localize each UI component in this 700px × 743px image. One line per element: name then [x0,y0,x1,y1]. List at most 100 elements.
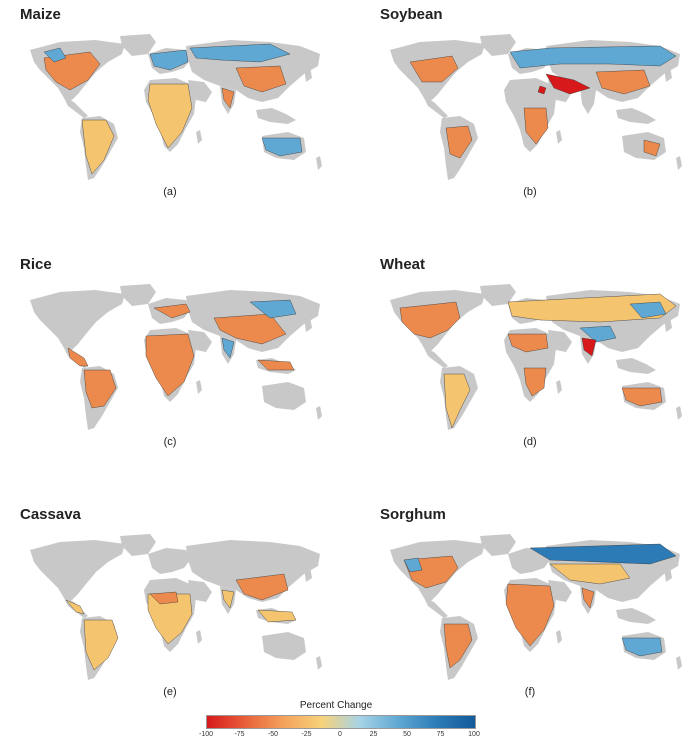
world-map [390,34,682,180]
land-mass [580,86,596,114]
land-mass [556,630,562,644]
crop-yield-change-region [523,367,547,397]
crop-yield-change-region [581,587,595,609]
land-mass [262,382,306,410]
crop-yield-change-region [257,359,295,371]
land-mass [148,548,190,574]
land-mass [262,632,306,660]
land-mass [30,290,125,352]
crop-yield-change-region [529,543,677,565]
crop-yield-change-region [579,325,617,343]
crop-yield-change-region [621,387,663,407]
crop-yield-change-region [147,83,193,149]
land-mass [64,98,88,118]
crop-yield-change-region [445,125,473,159]
land-mass [424,348,448,368]
land-mass [664,566,672,582]
panel-label: (a) [163,186,177,198]
land-mass [616,358,656,374]
crop-yield-change-region [65,599,85,615]
land-mass [508,548,550,574]
crop-yield-change-region [537,85,547,95]
crop-yield-change-region [81,119,115,175]
panel-label: (e) [163,686,177,698]
crop-yield-change-region [221,589,235,609]
crop-yield-change-region [545,73,591,95]
panel-title: Sorghum [380,506,446,523]
land-mass [316,406,322,420]
crop-yield-change-region [403,557,423,573]
crop-yield-change-region [443,373,471,429]
crop-yield-change-region [507,333,549,353]
land-mass [120,534,156,556]
land-mass [304,66,312,82]
panel-title: Wheat [380,256,425,273]
land-mass [664,66,672,82]
land-mass [480,534,516,556]
crop-yield-change-region [621,637,663,657]
land-mass [480,284,516,306]
crop-yield-change-region [147,593,193,645]
panel-title: Maize [20,6,61,23]
panel-label: (d) [523,436,537,448]
land-mass [256,108,296,124]
legend-tick-label: -100 [198,731,214,738]
crop-yield-change-region [149,591,179,605]
land-mass [196,130,202,144]
crop-yield-change-region [523,107,549,145]
panel-label: (f) [524,686,536,698]
crop-yield-change-region [507,293,677,323]
land-mass [676,656,682,670]
land-mass [30,540,125,602]
crop-yield-change-region [261,137,303,157]
crop-yield-change-region [505,583,555,647]
crop-yield-change-region [235,65,287,93]
land-mass [616,608,656,624]
crop-yield-change-region [549,563,631,585]
panel-soybean: Soybean (b) [360,0,700,240]
panel-label: (c) [163,436,177,448]
legend-tick-label: 50 [403,731,411,738]
crop-yield-change-region [221,87,235,109]
land-mass [196,380,202,394]
panel-title: Soybean [380,6,443,23]
crop-yield-change-region [153,303,191,319]
crop-yield-change-region [145,333,195,397]
crop-yield-change-region [43,47,67,63]
crop-yield-change-region [581,337,597,357]
crop-yield-change-region [149,49,189,71]
land-mass [480,34,516,56]
panel-sorghum: Sorghum (f) [360,500,700,740]
panel-label: (b) [523,186,537,198]
land-mass [424,98,448,118]
land-mass [676,156,682,170]
panel-cassava: Cassava (e) [0,500,340,740]
crop-yield-change-region [235,573,289,601]
legend-tick-label: -25 [301,731,312,738]
world-map [30,34,322,180]
crop-yield-change-region [83,369,117,409]
legend-tick-label: 100 [468,731,480,738]
crop-yield-change-region [249,299,297,319]
legend-tick-label: -50 [267,731,279,738]
land-mass [664,316,672,332]
crop-yield-change-region [409,55,459,83]
world-map [390,534,682,680]
legend-title: Percent Change [299,700,373,711]
panel-title: Cassava [20,506,81,523]
land-mass [316,656,322,670]
crop-yield-change-region [399,301,461,339]
crop-yield-change-region [67,347,89,367]
legend-tick-label: 25 [369,731,378,738]
panel-maize: Maize (a) [0,0,340,240]
land-mass [424,598,448,618]
crop-yield-change-region [43,51,101,91]
land-mass [304,566,312,582]
crop-yield-change-region [509,45,677,69]
panel-rice: Rice (c) [0,250,340,490]
crop-yield-change-region [257,609,297,623]
crop-yield-change-region [595,69,651,95]
land-mass [556,130,562,144]
crop-yield-change-region [643,139,661,157]
panel-title: Rice [20,256,52,273]
